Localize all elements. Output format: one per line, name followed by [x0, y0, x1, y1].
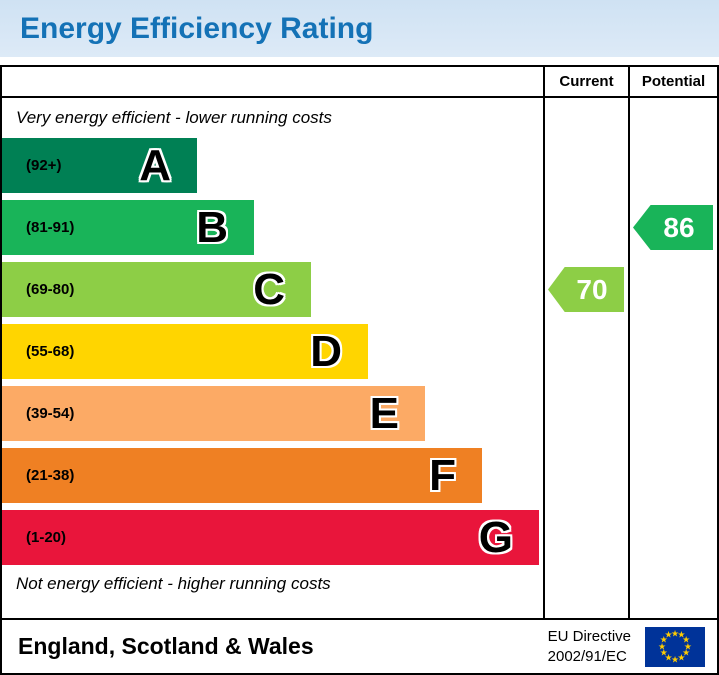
- eu-flag-star: ★: [682, 634, 691, 645]
- potential-label: Potential: [641, 73, 706, 90]
- eu-directive-label: EU Directive 2002/91/EC: [548, 627, 631, 666]
- footer: England, Scotland & Wales EU Directive 2…: [0, 620, 719, 675]
- current-rating-value: 70: [576, 273, 608, 305]
- band-row-b: (81-91) B: [2, 200, 543, 255]
- band-letter: F: [429, 450, 456, 500]
- band-letter: G: [478, 512, 513, 562]
- band-bar-e: (39-54) E: [2, 386, 425, 441]
- potential-rating-value: 86: [663, 211, 695, 243]
- eu-flag-star: ★: [683, 641, 692, 651]
- eu-directive-line1: EU Directive: [547, 628, 631, 645]
- potential-rating-arrow: 86: [633, 205, 713, 250]
- eu-flag-star: ★: [664, 629, 673, 640]
- band-range: (1-20): [26, 529, 67, 546]
- band-row-c: (69-80) C: [2, 262, 543, 317]
- eu-directive-line2: 2002/91/EC: [547, 647, 627, 665]
- band-bar-a: (92+) A: [2, 138, 197, 193]
- eu-flag-star: ★: [658, 641, 667, 651]
- band-row-g: (1-20) G: [2, 510, 543, 565]
- potential-value-cell: 86: [628, 98, 717, 618]
- bottom-note: Not energy efficient - higher running co…: [16, 574, 331, 593]
- current-column-header: Current: [543, 67, 628, 98]
- eu-flag-star: ★: [682, 647, 691, 658]
- band-range: (81-91): [26, 219, 75, 236]
- band-bar-g: (1-20) G: [2, 510, 539, 565]
- eu-flag-star: ★: [659, 647, 668, 658]
- band-bar-d: (55-68) D: [2, 324, 368, 379]
- title-bar: Energy Efficiency Rating: [0, 0, 719, 57]
- band-range: (21-38): [26, 467, 75, 484]
- potential-column-header: Potential: [628, 67, 717, 98]
- eu-flag-star: ★: [677, 629, 686, 640]
- eu-flag-star: ★: [677, 652, 686, 663]
- band-letter: C: [253, 264, 285, 314]
- band-range: (39-54): [26, 405, 75, 422]
- region-label: England, Scotland & Wales: [18, 633, 314, 659]
- band-bar-f: (21-38) F: [2, 448, 482, 503]
- eu-flag-icon: ★ ★ ★ ★ ★ ★ ★ ★ ★ ★ ★ ★: [645, 626, 705, 667]
- band-row-d: (55-68) D: [2, 324, 543, 379]
- band-bar-c: (69-80) C: [2, 262, 311, 317]
- band-letter: B: [196, 202, 228, 252]
- eu-flag-star: ★: [670, 628, 680, 638]
- eu-flag-star: ★: [664, 652, 673, 663]
- top-note: Very energy efficient - lower running co…: [16, 108, 332, 127]
- band-letter: E: [369, 388, 399, 438]
- band-letter: D: [310, 326, 342, 376]
- band-range: (69-80): [26, 281, 75, 298]
- chart-area: Very energy efficient - lower running co…: [2, 98, 543, 618]
- rating-table: Current Potential Very energy efficient …: [0, 65, 719, 620]
- footer-right: EU Directive 2002/91/EC ★ ★ ★ ★ ★ ★ ★ ★ ★ ★ ★ ★: [548, 626, 705, 667]
- current-label: Current: [559, 73, 614, 90]
- chart-header-spacer: [2, 67, 543, 98]
- band-row-f: (21-38) F: [2, 448, 543, 503]
- band-range: (55-68): [26, 343, 75, 360]
- band-row-e: (39-54) E: [2, 386, 543, 441]
- band-range: (92+): [26, 157, 62, 174]
- band-letter: A: [139, 140, 171, 190]
- bands: (92+) A (81-91) B (69-80) C (55-68) D (39-54) E (2…: [2, 138, 543, 565]
- band-row-a: (92+) A: [2, 138, 543, 193]
- current-rating-arrow: 70: [548, 267, 624, 312]
- eu-flag-star: ★: [670, 654, 680, 664]
- page-title: Energy Efficiency Rating: [20, 11, 374, 45]
- current-value-cell: 70: [543, 98, 628, 618]
- band-bar-b: (81-91) B: [2, 200, 254, 255]
- eu-flag-star: ★: [659, 634, 668, 645]
